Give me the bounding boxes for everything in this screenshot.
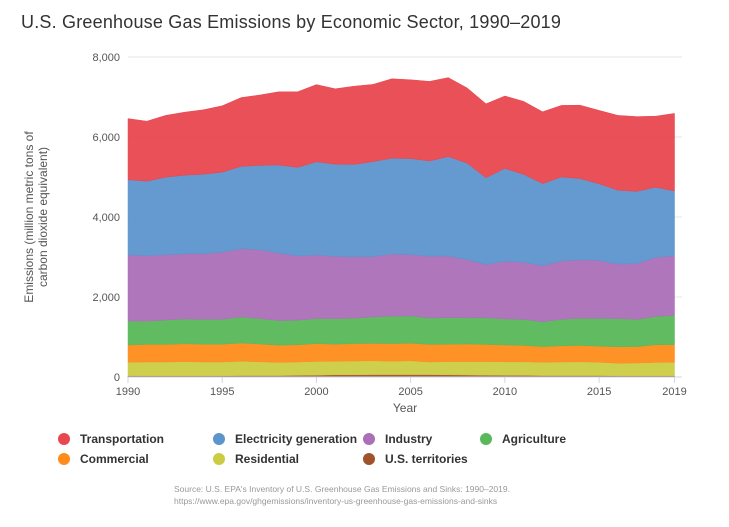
chart-title: U.S. Greenhouse Gas Emissions by Economi… (21, 12, 562, 32)
x-axis-title: Year (393, 401, 417, 415)
source-note: Source: U.S. EPA's Inventory of U.S. Gre… (174, 483, 510, 507)
legend-item-industry[interactable]: Industry (363, 432, 432, 446)
area-residential[interactable] (127, 360, 675, 377)
x-axis-ticks: 1990 1995 2000 2005 2010 2015 2019 (116, 376, 687, 398)
legend-item-residential[interactable]: Residential (213, 452, 299, 466)
legend-item-commercial[interactable]: Commercial (58, 452, 149, 466)
x-tick-label: 1990 (116, 386, 140, 398)
area-transportation[interactable] (127, 77, 675, 192)
legend-label: Residential (235, 452, 300, 466)
x-tick-label: 2005 (398, 386, 422, 398)
y-axis-title-line: Emissions (million metric tons of (22, 131, 36, 303)
legend-dot-icon (58, 433, 70, 445)
y-axis-title-line: carbon dioxide equivalent) (36, 147, 50, 287)
y-tick-label: 2,000 (92, 292, 120, 304)
legend-label: Agriculture (502, 432, 567, 446)
x-tick-label: 2019 (662, 386, 686, 398)
legend-item-agriculture[interactable]: Agriculture (480, 432, 566, 446)
legend-dot-icon (58, 453, 70, 465)
y-tick-label: 6,000 (92, 132, 120, 144)
source-line-1: Source: U.S. EPA's Inventory of U.S. Gre… (174, 484, 510, 494)
stacked-areas[interactable] (127, 77, 675, 378)
legend-dot-icon (213, 453, 225, 465)
legend-label: Commercial (80, 452, 149, 466)
y-tick-label: 8,000 (92, 52, 120, 64)
legend-dot-icon (480, 433, 492, 445)
area-chart: 0 2,000 4,000 6,000 8,000 1990 1995 2000 2005 20… (22, 52, 687, 415)
x-tick-label: 1995 (210, 386, 234, 398)
y-tick-label: 4,000 (92, 212, 120, 224)
legend-dot-icon (363, 453, 375, 465)
area-agriculture[interactable] (127, 315, 675, 348)
legend-item-transportation[interactable]: Transportation (58, 432, 164, 446)
y-axis-ticks: 0 2,000 4,000 6,000 8,000 (92, 52, 120, 384)
x-tick-label: 2010 (493, 386, 517, 398)
x-tick-label: 2000 (304, 386, 328, 398)
legend-label: Transportation (80, 432, 165, 446)
legend-item-electricity-generation[interactable]: Electricity generation (213, 432, 357, 446)
source-line-2: https://www.epa.gov/ghgemissions/invento… (174, 496, 498, 506)
y-tick-label: 0 (114, 372, 120, 384)
legend-dot-icon (213, 433, 225, 445)
axis-titles: Year Emissions (million metric tons of car… (22, 131, 417, 415)
legend-item-u-s-territories[interactable]: U.S. territories (363, 452, 468, 466)
legend-label: Industry (385, 432, 433, 446)
legend-label: Electricity generation (235, 432, 358, 446)
legend-label: U.S. territories (385, 452, 468, 466)
x-tick-label: 2015 (587, 386, 611, 398)
legend-dot-icon (363, 433, 375, 445)
